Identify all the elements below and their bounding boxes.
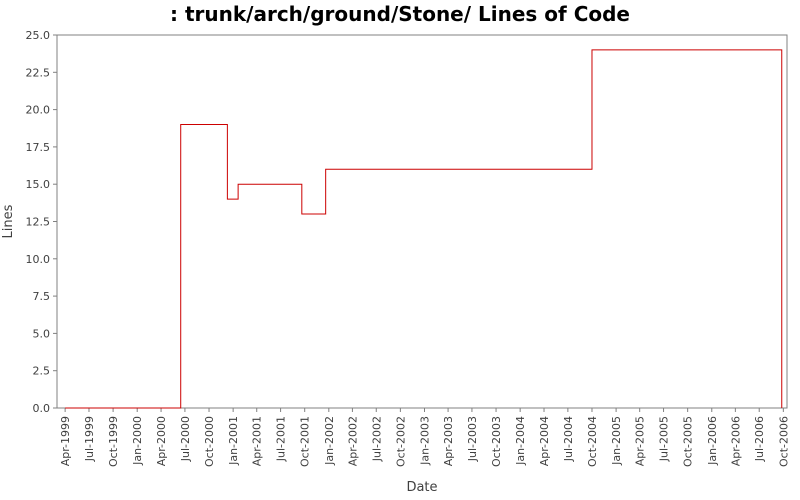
x-tick-label: Jul-2000 [179, 416, 192, 462]
x-tick-label: Oct-2002 [394, 416, 407, 467]
x-tick-label: Oct-2006 [777, 416, 790, 467]
x-tick-label: Jan-2004 [514, 416, 527, 466]
x-tick-label: Jul-2006 [753, 416, 766, 462]
x-tick-label: Apr-2004 [538, 416, 551, 466]
x-tick-label: Apr-2000 [155, 416, 168, 466]
series-line [65, 49, 783, 409]
x-tick-label: Jul-2005 [658, 416, 671, 462]
x-tick-label: Jan-2005 [610, 416, 623, 466]
y-tick-label: 5.0 [33, 327, 51, 340]
x-tick-label: Jan-2006 [706, 416, 719, 466]
x-tick-label: Jan-2002 [323, 416, 336, 466]
y-tick-label: 22.5 [26, 66, 51, 79]
y-tick-label: 12.5 [26, 216, 51, 229]
x-tick-label: Apr-2001 [251, 416, 264, 466]
x-tick-label: Jan-2003 [418, 416, 431, 466]
y-tick-label: 20.0 [26, 104, 51, 117]
y-tick-label: 2.5 [33, 365, 51, 378]
x-tick-label: Jul-2001 [275, 416, 288, 462]
y-tick-label: 25.0 [26, 29, 51, 42]
x-tick-label: Jul-2002 [370, 416, 383, 462]
chart-title: : trunk/arch/ground/Stone/ Lines of Code [170, 2, 630, 26]
y-tick-label: 0.0 [33, 402, 51, 415]
x-tick-label: Jan-2001 [227, 416, 240, 466]
x-tick-label: Oct-2005 [682, 416, 695, 467]
y-tick-label: 7.5 [33, 290, 51, 303]
x-axis-ticks: Apr-1999 Jul-1999 Oct-1999 Jan-2000 Apr-2000… [59, 408, 790, 467]
x-axis-label: Date [406, 480, 437, 495]
x-tick-label: Jul-1999 [83, 416, 96, 462]
x-tick-label: Oct-2001 [299, 416, 312, 467]
x-tick-label: Apr-2006 [729, 416, 742, 466]
x-tick-label: Apr-2002 [346, 416, 359, 466]
y-tick-label: 17.5 [26, 141, 51, 154]
y-axis-ticks: 0.0 2.5 5.0 7.5 10.0 12.5 15.0 17.5 20.0 22.5 25.0 [26, 29, 57, 415]
y-tick-label: 10.0 [26, 253, 51, 266]
x-tick-label: Jul-2003 [466, 416, 479, 462]
x-tick-label: Jan-2000 [131, 416, 144, 466]
x-tick-label: Apr-1999 [59, 416, 72, 466]
x-tick-label: Oct-1999 [107, 416, 120, 467]
x-tick-label: Oct-2004 [586, 416, 599, 467]
plot-area [56, 34, 788, 409]
x-tick-label: Oct-2000 [203, 416, 216, 467]
x-tick-label: Oct-2003 [490, 416, 503, 467]
x-tick-label: Jul-2004 [562, 416, 575, 462]
x-tick-label: Apr-2003 [442, 416, 455, 466]
x-tick-label: Apr-2005 [634, 416, 647, 466]
y-axis-label: Lines [1, 204, 16, 238]
y-tick-label: 15.0 [26, 178, 51, 191]
